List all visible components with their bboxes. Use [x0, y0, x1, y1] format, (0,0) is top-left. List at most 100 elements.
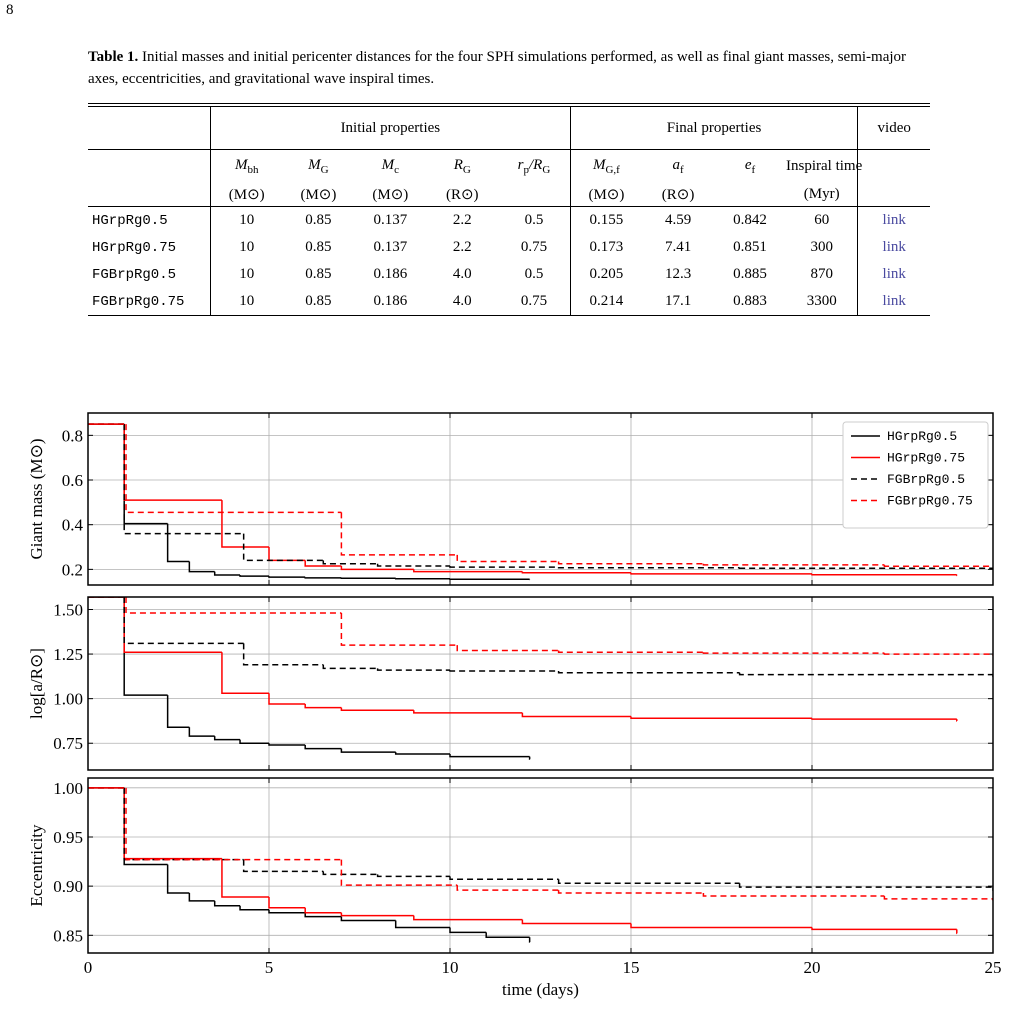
- cell-value: 0.137: [373, 239, 408, 255]
- table-caption: Table 1. Initial masses and initial peri…: [88, 46, 938, 90]
- step-segment: [413, 569, 523, 573]
- step-segment: [123, 597, 222, 654]
- step-segment: [340, 512, 458, 556]
- video-link[interactable]: link: [882, 293, 906, 309]
- step-segment: [394, 752, 450, 755]
- step-segment: [485, 932, 530, 939]
- cell-value: 0.85: [305, 293, 332, 309]
- step-segment: [221, 652, 269, 695]
- y-tick-label: 1.50: [53, 600, 83, 619]
- step-segment: [394, 920, 450, 929]
- step-segment: [213, 736, 241, 741]
- caption-label: Table 1.: [88, 49, 139, 65]
- x-tick-label: 0: [84, 958, 93, 977]
- symbol-text: e: [744, 156, 752, 173]
- step-segment: [449, 566, 559, 568]
- group-header: Initial properties: [210, 105, 571, 150]
- step-segment: [883, 653, 993, 655]
- step-segment: [413, 915, 523, 921]
- step-segment: [304, 560, 342, 567]
- panel-frame: [87, 596, 994, 771]
- column-unit: (M⊙): [282, 182, 355, 207]
- step-segment: [630, 716, 812, 720]
- page-number: 8: [6, 2, 14, 18]
- video-link[interactable]: link: [882, 239, 906, 255]
- symbol-subscript: c: [394, 163, 400, 176]
- step-segment: [322, 871, 378, 876]
- y-tick-label: 0.8: [62, 426, 83, 445]
- step-segment: [557, 671, 740, 674]
- symbol-subscript: p: [523, 163, 529, 176]
- cell-value: 0.5: [498, 206, 571, 234]
- y-tick-label: 0.95: [53, 828, 83, 847]
- step-segment: [123, 424, 168, 525]
- step-segment: [557, 567, 740, 569]
- empty-cell: [498, 182, 571, 207]
- empty-cell: [857, 182, 930, 207]
- cell-value: 0.137: [373, 212, 408, 228]
- step-segment: [125, 597, 342, 614]
- step-segment: [340, 707, 414, 712]
- video-link[interactable]: link: [882, 212, 906, 228]
- cell-value: 0.85: [305, 266, 332, 282]
- group-header: Final properties: [570, 105, 859, 150]
- y-tick-label: 0.75: [53, 734, 83, 753]
- column-symbol: RG: [426, 150, 498, 183]
- step-segment: [521, 919, 631, 925]
- group-header: video: [857, 105, 930, 150]
- run-name: FGBrpRg0.5: [88, 261, 211, 288]
- cell-value: 7.41: [664, 239, 692, 255]
- symbol-subscript: f: [680, 163, 684, 176]
- column-unit: (Myr): [786, 182, 859, 207]
- step-segment: [242, 643, 324, 666]
- step-segment: [521, 571, 631, 574]
- step-segment: [702, 563, 885, 566]
- step-segment: [188, 893, 215, 902]
- corner-cell: [88, 149, 211, 182]
- cell-value: 0.842: [733, 212, 767, 228]
- plot-area: [88, 787, 993, 943]
- cell-value: 10: [239, 212, 255, 228]
- column-unit: (M⊙): [570, 182, 643, 207]
- step-segment: [340, 566, 414, 571]
- step-segment: [702, 893, 885, 897]
- step-segment: [340, 859, 458, 886]
- step-segment: [449, 927, 487, 934]
- cell-value: 870: [786, 261, 859, 288]
- cell-value: 0.851: [733, 239, 767, 255]
- symbol-subscript: G: [462, 163, 471, 176]
- column-symbol: rp/RG: [498, 149, 571, 182]
- symbol-text: Inspiral time: [786, 157, 863, 174]
- cell-value: 0.883: [733, 293, 767, 309]
- symbol-text: M: [234, 156, 248, 173]
- column-symbol: Mc: [354, 150, 426, 183]
- step-segment: [449, 876, 559, 881]
- symbol-subscript: bh: [247, 163, 259, 176]
- cell-value: 0.186: [373, 293, 408, 309]
- cell-value: 0.173: [589, 239, 624, 255]
- step-segment: [738, 672, 993, 676]
- legend-label: HGrpRg0.75: [887, 451, 965, 466]
- step-segment: [239, 739, 269, 744]
- video-link[interactable]: link: [882, 266, 906, 282]
- plot-area: [88, 597, 993, 761]
- step-segment: [557, 561, 704, 565]
- step-segment: [166, 864, 190, 894]
- y-tick-label: 1.00: [53, 779, 83, 798]
- legend-label: FGBrpRg0.5: [887, 472, 965, 487]
- column-unit: (R⊙): [426, 182, 499, 207]
- corner-cell: [88, 182, 211, 207]
- step-segment: [268, 576, 306, 578]
- x-axis-label: time (days): [502, 980, 579, 999]
- step-segment: [630, 923, 812, 929]
- step-segment: [123, 597, 168, 696]
- column-symbol: MG: [282, 150, 354, 183]
- column-unit: (M⊙): [210, 182, 283, 207]
- step-segment: [304, 912, 342, 918]
- symbol-subscript: G,f: [605, 163, 620, 176]
- caption-text: Initial masses and initial pericenter di…: [88, 49, 907, 87]
- unit-row: (M⊙) (M⊙) (M⊙) (R⊙) (M⊙) (R⊙) (Myr): [88, 182, 930, 207]
- step-segment: [239, 574, 269, 577]
